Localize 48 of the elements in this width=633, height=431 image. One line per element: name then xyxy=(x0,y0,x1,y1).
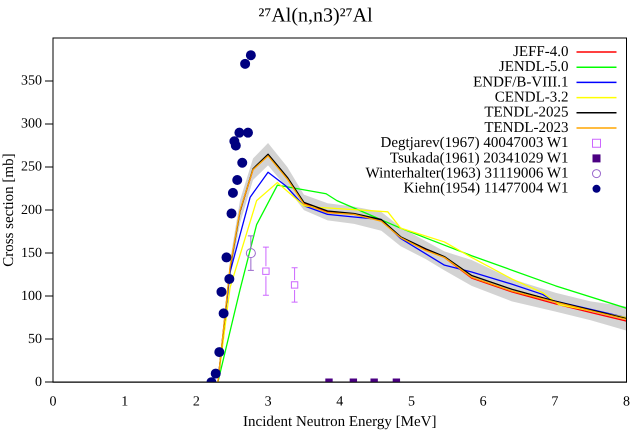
legend-label: TENDL-2025 xyxy=(484,104,568,121)
y-tick-label: 250 xyxy=(21,160,42,175)
point xyxy=(232,174,242,185)
point xyxy=(290,281,298,289)
point xyxy=(240,58,250,69)
point xyxy=(224,274,234,284)
legend-label: Tsukada(1961) 20341029 W1 xyxy=(390,150,568,166)
point xyxy=(210,368,221,379)
legend-label: JEFF-4.0 xyxy=(513,44,568,60)
x-tick-label: 8 xyxy=(623,394,630,410)
point xyxy=(246,248,256,258)
point xyxy=(218,308,229,318)
x-axis-title: Incident Neutron Energy [MeV] xyxy=(243,414,436,430)
legend-label: Degtjarev(1967) 40047003 W1 xyxy=(380,135,568,152)
point xyxy=(234,128,244,138)
y-tick-label: 300 xyxy=(21,116,42,132)
x-tick-label: 5 xyxy=(408,394,415,410)
point xyxy=(262,268,270,275)
point xyxy=(226,208,236,219)
x-tick-label: 7 xyxy=(551,394,558,410)
y-tick-label: 150 xyxy=(21,246,42,261)
x-tick-label: 0 xyxy=(50,394,56,410)
point xyxy=(214,347,224,358)
point xyxy=(230,140,241,151)
point xyxy=(228,188,238,198)
chart-title: ²⁷Al(n,n3)²⁷Al xyxy=(258,4,374,26)
legend-label: CENDL-3.2 xyxy=(494,90,568,106)
x-tick-label: 2 xyxy=(192,394,200,410)
x-tick-label: 6 xyxy=(480,394,487,410)
y-tick-label: 200 xyxy=(21,202,42,218)
legend-label: JENDL-5.0 xyxy=(498,59,568,76)
point xyxy=(242,128,253,138)
point xyxy=(246,50,256,60)
y-axis-title: Cross section [mb] xyxy=(0,153,17,267)
y-tick-label: 0 xyxy=(35,374,42,390)
legend-label: TENDL-2023 xyxy=(484,120,568,136)
legend-label: ENDF/B-VIII.1 xyxy=(473,74,568,90)
point xyxy=(237,158,248,168)
x-tick-label: 3 xyxy=(264,394,272,410)
legend-label: Winterhalter(1963) 31119006 W1 xyxy=(366,166,568,182)
x-tick-label: 1 xyxy=(121,394,128,410)
point xyxy=(221,252,232,262)
legend-label: Kiehn(1954) 11477004 W1 xyxy=(404,180,568,197)
point xyxy=(216,286,226,297)
y-tick-label: 350 xyxy=(21,74,42,89)
y-tick-label: 50 xyxy=(28,332,42,347)
x-tick-label: 4 xyxy=(336,394,344,410)
y-tick-label: 100 xyxy=(21,288,42,304)
